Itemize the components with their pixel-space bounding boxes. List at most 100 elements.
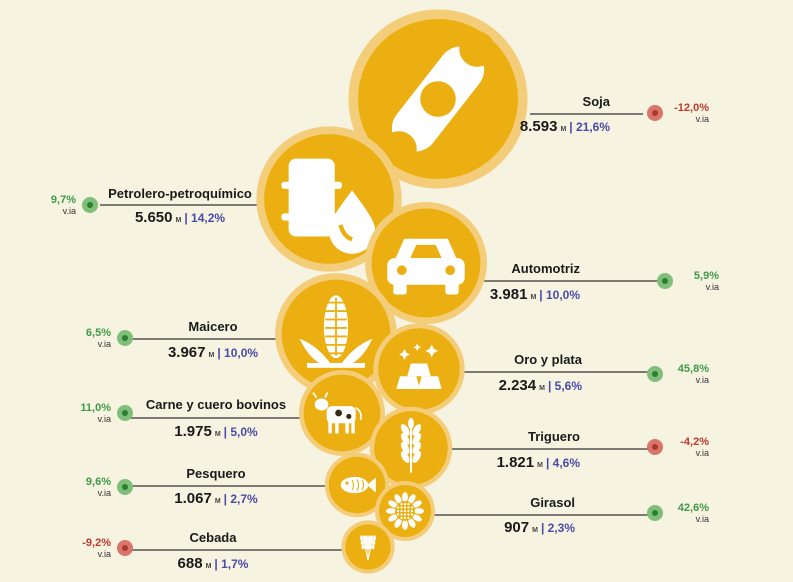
label-maicero: Maicero 3.967 M | 10,0% 6,5%v.ia [86,319,258,361]
category-name: Automotriz [511,261,580,276]
value-label: 8.593 [520,118,558,135]
share-label: | 5,6% [548,379,582,393]
category-name: Petrolero-petroquímico [108,186,252,201]
variation-value: 11,0% [80,402,111,414]
variation-marker-dot [652,110,658,116]
variation-marker-dot [652,371,658,377]
value-label: 3.967 [168,344,206,361]
value-line: 1.975 M | 5,0% [174,423,258,440]
category-name: Girasol [530,495,575,510]
bubble-soja [348,9,528,189]
unit-label: M [532,527,538,534]
bubble-carne-y-cuero-bovinos [299,370,385,456]
variation-label: v.ia [63,206,76,216]
share-label: | 10,0% [217,346,258,360]
soybean-icon [381,31,495,167]
variation-value: -12,0% [674,102,709,114]
bubbles [256,9,528,574]
bubble-cebada [341,520,395,574]
category-name: Oro y plata [514,352,583,367]
share-label: | 2,7% [224,492,258,506]
corn-icon [299,295,373,368]
category-name: Triguero [528,429,580,444]
bubble-triguero [369,406,453,490]
variation-label: v.ia [696,114,709,124]
variation-value: 5,9% [694,270,719,282]
bubble-girasol [375,481,435,541]
share-label: | 14,2% [184,211,225,225]
share-label: | 1,7% [214,557,248,571]
unit-label: M [175,217,181,224]
variation-value: 42,6% [678,502,709,514]
share-label: | 10,0% [539,288,580,302]
cow-icon [312,392,362,434]
category-name: Carne y cuero bovinos [146,397,286,412]
category-name: Pesquero [186,466,245,481]
variation-marker-dot [87,202,93,208]
bubble-pesquero [324,452,390,518]
label-automotriz: Automotriz 3.981 M | 10,0% 5,9%v.ia [490,261,719,303]
variation-value: 9,7% [51,194,76,206]
share-label: | 2,3% [541,521,575,535]
connector-lines [100,113,665,551]
variation-value: 45,8% [678,363,709,375]
variation-label: v.ia [696,514,709,524]
unit-label: M [530,294,536,301]
value-line: 2.234 M | 5,6% [499,377,583,394]
variation-value: -9,2% [82,537,111,549]
value-label: 1.975 [174,423,212,440]
label-petrolero-petroquimico: Petrolero-petroquímico 5.650 M | 14,2% 9,7%v… [51,186,252,226]
variation-label: v.ia [696,375,709,385]
variation-label: v.ia [696,448,709,458]
variation-marker-dot [652,444,658,450]
oil-barrel-drop-icon [281,158,376,254]
value-label: 3.981 [490,286,528,303]
value-line: 688 M | 1,7% [178,555,249,572]
value-line: 1.067 M | 2,7% [174,490,258,507]
variation-label: v.ia [98,414,111,424]
value-label: 5.650 [135,209,173,226]
unit-label: M [208,352,214,359]
variation-marker-dot [122,410,128,416]
unit-label: M [560,126,566,133]
category-name: Soja [583,94,611,109]
variation-label: v.ia [98,339,111,349]
unit-label: M [537,462,543,469]
value-line: 5.650 M | 14,2% [135,209,225,226]
bubble-automotriz [365,202,487,324]
unit-label: M [539,385,545,392]
variation-marker-dot [662,278,668,284]
variation-value: -4,2% [680,436,709,448]
value-line: 3.981 M | 10,0% [490,286,580,303]
label-soja: Soja 8.593 M | 21,6% -12,0%v.ia [520,94,709,135]
category-name: Cebada [190,530,238,545]
label-oro-y-plata: Oro y plata 2.234 M | 5,6% 45,8%v.ia [499,352,710,394]
value-label: 2.234 [499,377,537,394]
unit-label: M [206,563,212,570]
label-pesquero: Pesquero 1.067 M | 2,7% 9,6%v.ia [86,466,258,507]
variation-label: v.ia [706,282,719,292]
barley-icon [359,535,377,561]
wheat-icon [400,417,422,473]
car-icon [387,238,465,295]
bubble-maicero [275,273,397,395]
label-triguero: Triguero 1.821 M | 4,6% -4,2%v.ia [497,429,710,471]
share-label: | 5,0% [224,425,258,439]
variation-value: 6,5% [86,327,111,339]
value-label: 1.821 [497,454,535,471]
label-cebada: Cebada 688 M | 1,7% -9,2%v.ia [82,530,249,572]
bubble-petrolero-petroquimico [256,126,402,272]
variation-value: 9,6% [86,476,111,488]
share-label: | 4,6% [546,456,580,470]
value-label: 1.067 [174,490,212,507]
share-label: | 21,6% [569,120,610,134]
value-line: 3.967 M | 10,0% [168,344,258,361]
variation-marker-dot [122,335,128,341]
label-carne-y-cuero-bovinos: Carne y cuero bovinos 1.975 M | 5,0% 11,0%v.… [80,397,286,440]
category-name: Maicero [188,319,237,334]
variation-label: v.ia [98,488,111,498]
value-label: 688 [178,555,203,572]
